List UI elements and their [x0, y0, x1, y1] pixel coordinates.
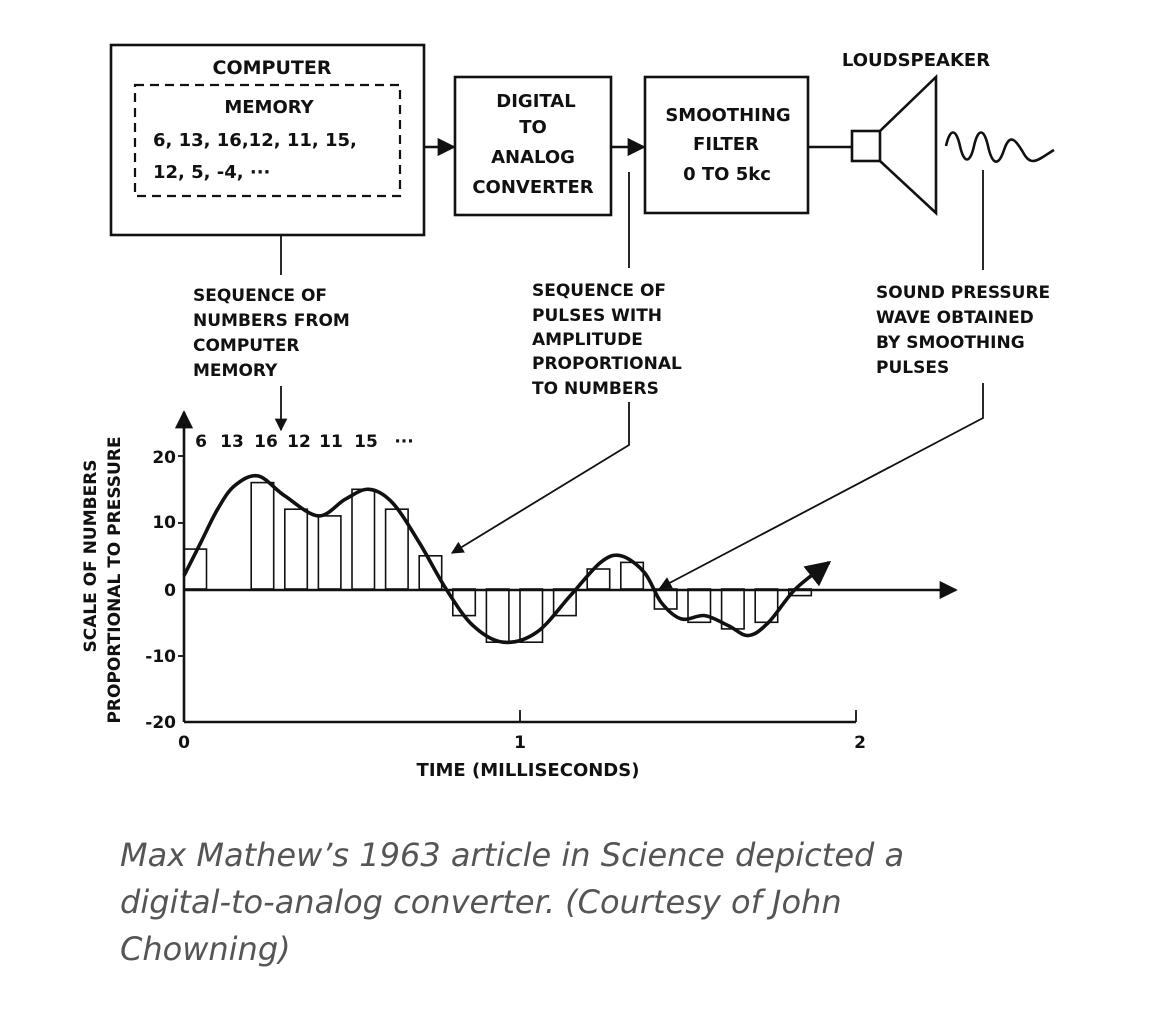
annotation-pulses-line-2: PULSES WITH: [532, 306, 662, 326]
y-tick-20: 20: [152, 448, 176, 468]
dac-line-3: ANALOG: [491, 147, 575, 168]
annotation-pulses-line-4: PROPORTIONAL: [532, 354, 682, 374]
annotation-numbers-line-4: MEMORY: [193, 361, 278, 381]
annotation-numbers-line-1: SEQUENCE OF: [193, 286, 327, 306]
annotation-pulses-arrow: [450, 402, 630, 554]
annotation-wave-line-3: BY SMOOTHING: [876, 333, 1025, 353]
y-tick-minus-20: -20: [145, 713, 176, 733]
pulse-bar-9: [519, 588, 544, 644]
x-tick-1: 1: [514, 733, 526, 753]
filter-line-2: FILTER: [693, 134, 759, 155]
loudspeaker-label: LOUDSPEAKER: [842, 50, 990, 71]
pulse-bar-2: [283, 508, 309, 590]
smoothed-pressure-wave: [182, 473, 832, 645]
annotation-wave-line-2: WAVE OBTAINED: [876, 308, 1034, 328]
pulse-value-label-0: 6: [195, 432, 207, 452]
y-axis-label: SCALE OF NUMBERS PROPORTIONAL TO PRESSUR…: [81, 436, 125, 723]
pulse-value-label-1: 13: [220, 432, 244, 452]
pulse-bar-8: [485, 588, 510, 644]
x-tick-2: 2: [854, 733, 866, 753]
annotation-wave: SOUND PRESSURE WAVE OBTAINED BY SMOOTHIN…: [658, 170, 1050, 589]
pulse-bar-1: [250, 481, 275, 590]
pulse-value-label-5: 15: [354, 432, 378, 452]
pulse-value-label-2: 16: [254, 432, 278, 452]
sound-wave-squiggle: [944, 131, 1055, 163]
annotation-pulses-line-1: SEQUENCE OF: [532, 281, 666, 301]
pulse-bar-0: [183, 548, 208, 590]
figure-caption: Max Mathew’s 1963 article in Science dep…: [120, 836, 905, 968]
pulse-bar-17: [787, 588, 813, 597]
annotation-numbers-line-3: COMPUTER: [193, 336, 299, 356]
memory-box: [133, 83, 402, 198]
annotation-numbers-line-2: NUMBERS FROM: [193, 311, 350, 331]
annotation-numbers: SEQUENCE OF NUMBERS FROM COMPUTER MEMORY: [193, 235, 350, 432]
pulse-bar-10: [552, 588, 577, 617]
y-tick-labels: 20 10 0 -10 -20: [145, 448, 176, 733]
filter-line-1: SMOOTHING: [665, 105, 790, 126]
pulse-value-label-4: 11: [319, 432, 343, 452]
x-tick-0: 0: [178, 733, 190, 753]
pulse-bar-11: [586, 568, 611, 590]
annotation-pulses-line-5: TO NUMBERS: [532, 379, 659, 399]
y-axis-label-line-1: SCALE OF NUMBERS: [81, 459, 101, 652]
annotation-wave-arrow: [658, 383, 984, 589]
x-tick-labels: 0 1 2: [178, 733, 866, 753]
pulse-bar-14: [687, 588, 712, 624]
pulse-bar-3: [317, 515, 342, 590]
dac-line-1: DIGITAL: [496, 91, 575, 112]
pulse-value-label-3: 12: [287, 432, 311, 452]
memory-title: MEMORY: [224, 97, 314, 118]
filter-box: [643, 75, 810, 215]
loudspeaker: LOUDSPEAKER: [842, 50, 1055, 216]
y-tick-minus-10: -10: [145, 647, 176, 667]
computer-box: [109, 43, 426, 237]
annotation-pulses-line-3: AMPLITUDE: [532, 330, 643, 350]
pulse-bar-6: [418, 554, 443, 590]
y-tick-10: 10: [152, 513, 176, 533]
dac-block: DIGITAL TO ANALOG CONVERTER: [453, 75, 613, 217]
speaker-magnet: [850, 129, 882, 163]
annotation-wave-line-1: SOUND PRESSURE: [876, 283, 1050, 303]
pulse-chart: 20 10 0 -10 -20 0 1 2 TIME (MILLISECONDS…: [81, 410, 958, 781]
annotation-pulses: SEQUENCE OF PULSES WITH AMPLITUDE PROPOR…: [450, 172, 682, 554]
dac-line-4: CONVERTER: [472, 177, 593, 198]
filter-line-3: 0 TO 5kc: [683, 164, 771, 185]
pulse-value-label-6: ···: [394, 432, 413, 452]
memory-values-line-1: 6, 13, 16,12, 11, 15,: [153, 130, 357, 151]
dac-line-2: TO: [519, 117, 547, 138]
y-tick-marks: [178, 455, 184, 657]
y-axis-label-line-2: PROPORTIONAL TO PRESSURE: [105, 436, 125, 723]
pulse-bar-4: [351, 488, 376, 590]
memory-values-line-2: 12, 5, -4, ···: [153, 162, 270, 183]
annotation-wave-line-4: PULSES: [876, 358, 949, 378]
computer-block: COMPUTER MEMORY 6, 13, 16,12, 11, 15, 12…: [109, 43, 426, 237]
computer-title: COMPUTER: [213, 57, 332, 79]
dac-diagram: COMPUTER MEMORY 6, 13, 16,12, 11, 15, 12…: [81, 43, 1055, 781]
x-axis-label: TIME (MILLISECONDS): [417, 760, 640, 781]
filter-block: SMOOTHING FILTER 0 TO 5kc: [643, 75, 810, 215]
y-tick-0: 0: [164, 581, 176, 601]
pulse-value-labels: 6 13 16 12 11 15 ···: [195, 432, 414, 452]
speaker-cone: [879, 73, 938, 216]
